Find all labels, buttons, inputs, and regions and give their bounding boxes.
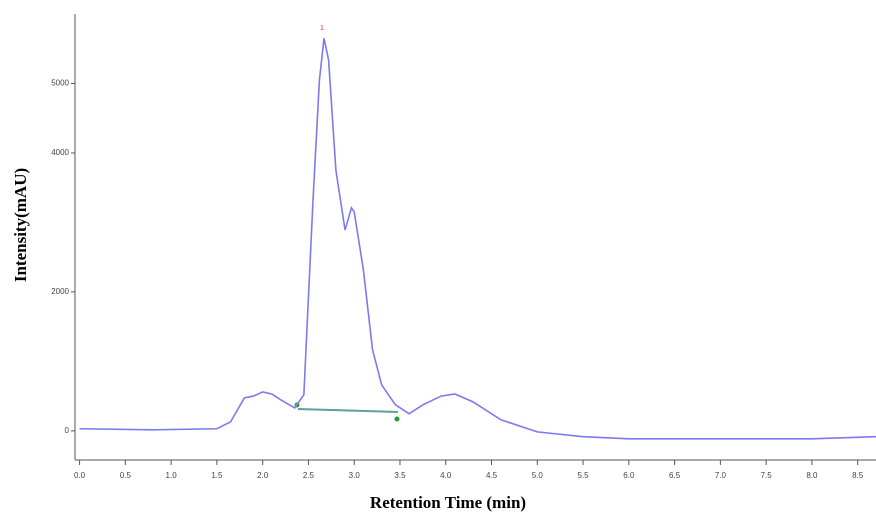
line-series bbox=[79, 38, 876, 440]
peak-end-marker bbox=[394, 416, 400, 422]
x-axis-title: Retention Time (min) bbox=[370, 493, 526, 512]
x-tick-label: 2.5 bbox=[303, 471, 315, 480]
baseline-segment bbox=[297, 408, 399, 413]
x-tick-label: 7.5 bbox=[761, 471, 773, 480]
x-tick-label: 0.5 bbox=[120, 471, 132, 480]
x-tick-label: 6.0 bbox=[623, 471, 635, 480]
x-tick-label: 7.0 bbox=[715, 471, 727, 480]
x-tick-label: 6.5 bbox=[669, 471, 681, 480]
x-tick-label: 0.0 bbox=[74, 471, 86, 480]
y-tick-label: 4000 bbox=[51, 148, 69, 157]
y-tick-label: 2000 bbox=[51, 287, 69, 296]
x-tick-label: 2.0 bbox=[257, 471, 269, 480]
x-tick-label: 4.0 bbox=[440, 471, 452, 480]
x-tick-label: 5.5 bbox=[578, 471, 590, 480]
y-tick-label: 5000 bbox=[51, 79, 69, 88]
y-axis-title: Intensity(mAU) bbox=[11, 168, 30, 282]
x-tick-label: 3.0 bbox=[349, 471, 361, 480]
y-tick-label: 0 bbox=[65, 426, 70, 435]
x-tick-label: 1.0 bbox=[166, 471, 178, 480]
peak-label: 1 bbox=[320, 25, 324, 32]
x-tick-label: 8.5 bbox=[852, 471, 864, 480]
x-tick-label: 4.5 bbox=[486, 471, 498, 480]
x-tick-label: 3.5 bbox=[394, 471, 406, 480]
x-tick-label: 8.0 bbox=[806, 471, 818, 480]
x-tick-label: 1.5 bbox=[211, 471, 223, 480]
x-tick-label: 5.0 bbox=[532, 471, 544, 480]
